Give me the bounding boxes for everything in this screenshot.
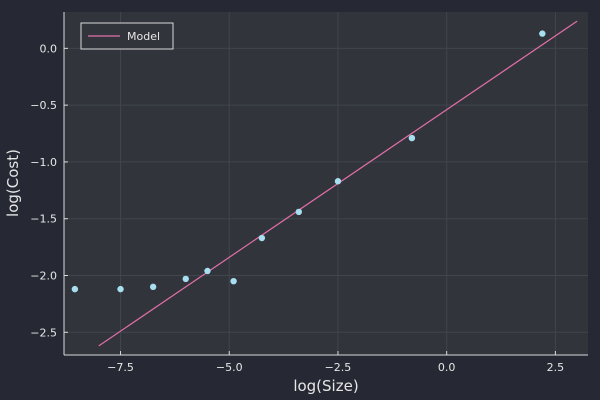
x-axis-label: log(Size) [293, 377, 358, 395]
x-tick-label: 0.0 [438, 361, 456, 374]
data-point [204, 267, 211, 275]
data-point [334, 178, 342, 185]
y-tick-label: −0.5 [30, 99, 57, 112]
data-point [258, 234, 266, 242]
axes [63, 12, 588, 356]
series-layer [71, 20, 578, 347]
y-tick-label: −2.5 [30, 326, 57, 339]
x-tick-label: −7.5 [107, 361, 134, 374]
data-point [117, 285, 124, 293]
y-axis-label: log(Cost) [4, 149, 22, 217]
data-point [71, 285, 79, 293]
plot-area [64, 12, 588, 355]
x-tick-label: −2.5 [325, 361, 352, 374]
data-point [230, 277, 237, 285]
y-tick-label: −1.0 [30, 156, 57, 169]
data-point [149, 283, 157, 291]
data-point [539, 30, 546, 37]
y-tick-labels: −2.5 −2.0 −1.5 −1.0 −0.5 0.0 [30, 42, 57, 339]
legend: Model [80, 22, 174, 50]
y-tick-label: 0.0 [40, 42, 58, 55]
data-point [295, 208, 303, 216]
legend-label-model: Model [127, 30, 160, 43]
y-tick-label: −2.0 [30, 269, 57, 282]
x-tick-label: 2.5 [547, 361, 565, 374]
x-tick-label: −5.0 [216, 361, 243, 374]
data-point [182, 275, 189, 283]
x-tick-labels: −7.5 −5.0 −2.5 0.0 2.5 [107, 361, 564, 374]
data-point [408, 134, 416, 142]
y-tick-label: −1.5 [30, 213, 57, 226]
